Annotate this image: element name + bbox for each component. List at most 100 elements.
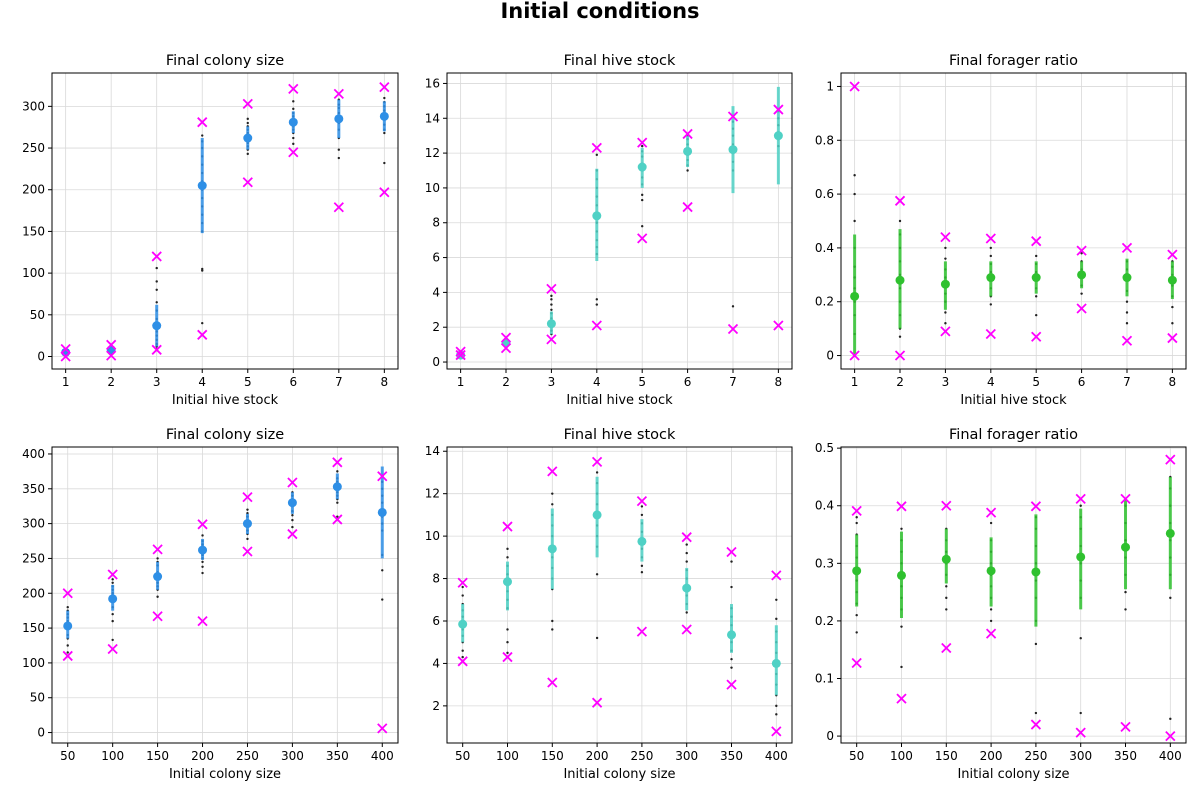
x-axis-label: Initial colony size (169, 767, 281, 782)
max-marker-stroke (1165, 454, 1176, 465)
y-tick-label: 4 (432, 285, 440, 299)
max-marker-stroke (60, 343, 71, 355)
max-marker (62, 588, 73, 599)
data-point (900, 527, 903, 530)
y-tick-label: 100 (22, 266, 45, 280)
max-marker (242, 492, 253, 503)
data-point (292, 142, 295, 146)
y-tick-label: 6 (432, 251, 440, 265)
y-tick-label: 0.6 (815, 187, 834, 201)
min-marker-stroke (1120, 721, 1131, 733)
data-point (945, 585, 948, 588)
x-tick-label: 3 (153, 375, 161, 389)
y-tick-label: 300 (22, 99, 45, 113)
min-marker-stroke (591, 697, 603, 708)
mean-marker (108, 594, 118, 604)
min-marker (1121, 335, 1133, 346)
min-marker-stroke (773, 320, 784, 331)
data-point (155, 266, 158, 270)
max-marker (546, 283, 557, 295)
data-point (337, 148, 341, 151)
x-tick-label: 3 (942, 375, 950, 389)
mean-marker (773, 131, 783, 141)
max-marker (288, 83, 299, 94)
x-tick-label: 7 (335, 375, 343, 389)
min-marker (62, 650, 73, 662)
max-marker-stroke (1030, 501, 1042, 512)
x-tick-label: 200 (980, 749, 1003, 763)
x-axis-label: Initial hive stock (960, 393, 1067, 408)
max-marker-stroke (197, 117, 208, 128)
y-tick-label: 250 (22, 141, 45, 155)
min-marker-stroke (333, 202, 344, 213)
data-point (337, 156, 341, 160)
data-point (898, 335, 902, 338)
mean-marker (852, 566, 862, 576)
data-point (1171, 305, 1174, 309)
y-tick-label: 0.4 (815, 499, 834, 513)
max-marker-stroke (1031, 236, 1042, 247)
data-point (292, 136, 295, 140)
y-tick-label: 0 (826, 349, 834, 363)
max-marker (851, 505, 862, 517)
data-point (1125, 311, 1129, 314)
min-marker (151, 344, 162, 355)
data-point (111, 638, 114, 642)
data-point (944, 246, 947, 250)
min-marker-stroke (197, 329, 208, 340)
max-marker-stroke (546, 283, 557, 295)
y-tick-label: 300 (22, 517, 45, 531)
data-point (246, 121, 249, 125)
min-marker (726, 679, 737, 690)
data-point (853, 174, 856, 177)
data-point (201, 134, 204, 137)
data-point (1080, 292, 1083, 295)
min-marker-stroke (502, 651, 513, 663)
max-marker (151, 251, 162, 262)
y-tick-label: 250 (22, 551, 45, 565)
data-point (945, 608, 948, 611)
y-tick-label: 0 (826, 729, 834, 743)
min-marker-stroke (727, 323, 739, 335)
max-marker (1121, 242, 1133, 254)
min-marker (1165, 730, 1176, 742)
data-point (383, 96, 386, 100)
x-tick-label: 350 (326, 749, 349, 763)
y-tick-label: 1 (826, 79, 834, 93)
min-marker (106, 350, 117, 361)
subplot-3: 1 2 3 4 5 6 7 8 0 0.2 0.4 0.6 0.8 1 Final forager rati… (815, 53, 1187, 408)
max-marker (333, 88, 344, 99)
data-point (246, 508, 249, 511)
data-point (595, 303, 599, 306)
data-point (201, 571, 204, 575)
data-point (595, 573, 599, 576)
x-tick-label: 100 (101, 749, 124, 763)
axes-frame (446, 72, 793, 370)
x-tick-label: 1 (851, 375, 859, 389)
data-point (1079, 711, 1082, 715)
min-marker-stroke (332, 514, 343, 525)
data-point (1034, 711, 1038, 715)
data-point (640, 144, 644, 148)
min-marker-stroke (197, 615, 208, 627)
min-marker-stroke (287, 528, 298, 540)
data-point (66, 651, 69, 654)
data-point (730, 585, 733, 589)
mean-marker (637, 162, 647, 172)
data-point (898, 219, 902, 223)
max-marker-stroke (771, 570, 782, 581)
min-marker (941, 642, 952, 654)
max-marker (985, 233, 996, 244)
subplot-title: Final hive stock (564, 53, 676, 69)
data-point (550, 294, 553, 298)
data-point (291, 518, 294, 522)
y-tick-label: 0.2 (815, 614, 834, 628)
data-point (595, 298, 599, 301)
max-marker-stroke (682, 128, 693, 140)
max-marker (197, 519, 208, 530)
y-tick-label: 350 (22, 482, 45, 496)
y-tick-label: 150 (22, 621, 45, 635)
y-tick-label: 0.5 (815, 441, 834, 455)
max-marker (332, 457, 343, 468)
